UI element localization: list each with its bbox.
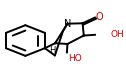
Text: N: N [64, 19, 71, 29]
Text: HO: HO [68, 54, 82, 63]
Text: O: O [95, 12, 103, 22]
Text: H: H [49, 46, 56, 55]
Text: OH: OH [110, 30, 124, 39]
